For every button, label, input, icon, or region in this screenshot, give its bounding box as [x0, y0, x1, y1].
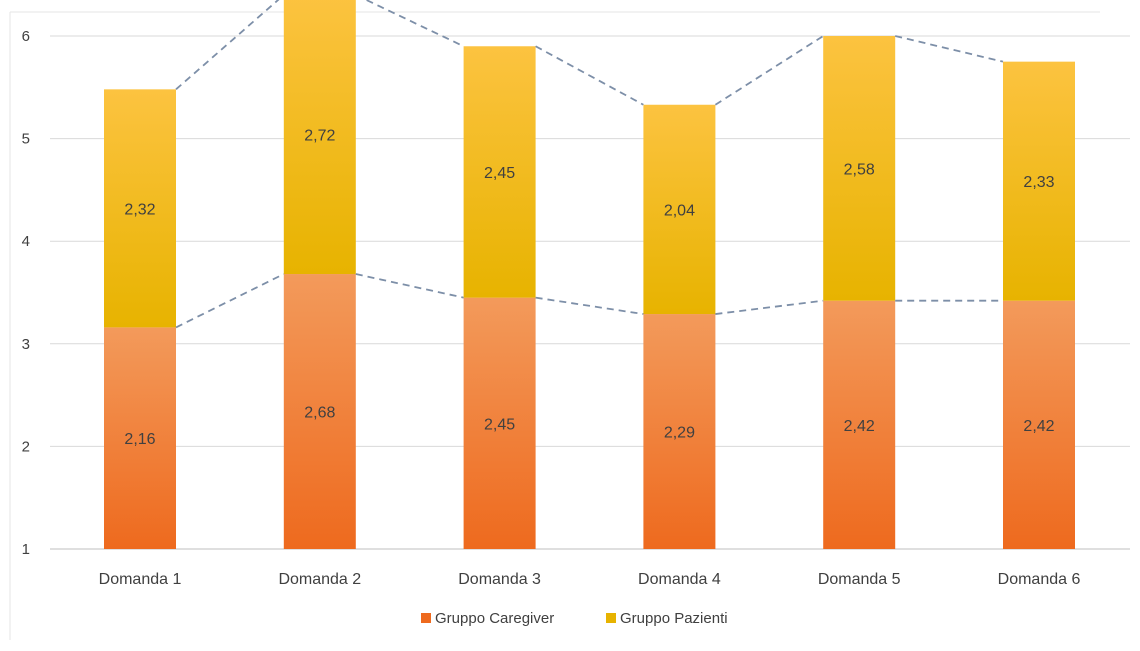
bar-gruppo-caregiver-4 — [643, 314, 716, 549]
data-label-gruppo-pazienti-6: 2,33 — [1023, 174, 1054, 191]
bar-gruppo-pazienti-3 — [463, 46, 536, 298]
series-line-gruppo-caregiver-2 — [355, 273, 464, 299]
y-tick-label: 5 — [22, 131, 30, 148]
bar-gruppo-caregiver-3 — [463, 297, 536, 549]
data-label-gruppo-caregiver-2: 2,68 — [304, 405, 335, 422]
y-tick-label: 3 — [22, 336, 30, 353]
series-line-gruppo-caregiver-3 — [535, 296, 644, 315]
series-lines — [175, 0, 1004, 329]
data-label-gruppo-pazienti-4: 2,04 — [664, 202, 695, 219]
y-tick-label: 2 — [22, 438, 30, 455]
legend-swatch-gruppo-pazienti — [606, 613, 616, 623]
series-line-gruppo-caregiver-1 — [175, 273, 285, 329]
x-tick-label-3: Domanda 3 — [458, 571, 541, 588]
series-line-gruppo-caregiver-4 — [715, 299, 824, 315]
data-label-gruppo-caregiver-6: 2,42 — [1023, 418, 1054, 435]
bar-gruppo-pazienti-4 — [643, 104, 716, 315]
legend-label-gruppo-caregiver: Gruppo Caregiver — [435, 610, 554, 627]
data-label-gruppo-pazienti-2: 2,72 — [304, 127, 335, 144]
data-label-gruppo-caregiver-3: 2,45 — [484, 416, 515, 433]
y-tick-label: 4 — [22, 233, 30, 250]
y-tick-label: 1 — [22, 541, 30, 558]
x-tick-label-1: Domanda 1 — [99, 571, 182, 588]
bar-gruppo-caregiver-5 — [823, 300, 896, 549]
y-axis-ticks: 1 2 3 4 5 6 — [22, 28, 30, 558]
bar-gruppo-pazienti-6 — [1003, 61, 1075, 301]
series-line-gruppo-pazienti-4 — [714, 35, 824, 106]
series-line-gruppo-pazienti-3 — [535, 45, 644, 106]
bar-gruppo-caregiver-6 — [1003, 300, 1075, 549]
x-tick-label-5: Domanda 5 — [818, 571, 901, 588]
series-line-gruppo-pazienti-2 — [364, 0, 464, 48]
legend-label-gruppo-pazienti: Gruppo Pazienti — [620, 610, 728, 627]
legend: Gruppo Caregiver Gruppo Pazienti — [421, 610, 728, 627]
x-tick-label-6: Domanda 6 — [998, 571, 1081, 588]
bar-gruppo-pazienti-2 — [283, 0, 356, 275]
y-tick-label: 6 — [22, 28, 30, 45]
series-line-gruppo-pazienti-5 — [894, 35, 1004, 63]
bar-gruppo-pazienti-5 — [823, 36, 896, 301]
bar-gruppo-pazienti-1 — [104, 89, 176, 328]
series-line-gruppo-pazienti-1 — [175, 0, 280, 91]
bars — [104, 0, 1075, 549]
data-label-gruppo-caregiver-1: 2,16 — [124, 431, 155, 448]
data-label-gruppo-pazienti-1: 2,32 — [124, 201, 155, 218]
gridlines — [50, 35, 1130, 550]
x-tick-label-2: Domanda 2 — [278, 571, 361, 588]
data-label-gruppo-pazienti-3: 2,45 — [484, 165, 515, 182]
data-label-gruppo-pazienti-5: 2,58 — [844, 161, 875, 178]
x-tick-label-4: Domanda 4 — [638, 571, 721, 588]
data-labels: 2,16 2,32 2,68 2,72 2,45 2,45 2,29 2,04 2,42 2,58… — [124, 127, 1054, 448]
bar-gruppo-caregiver-2 — [283, 274, 356, 549]
bar-gruppo-caregiver-1 — [104, 327, 176, 549]
data-label-gruppo-caregiver-5: 2,42 — [844, 418, 875, 435]
data-label-gruppo-caregiver-4: 2,29 — [664, 425, 695, 442]
x-axis-ticks: Domanda 1 Domanda 2 Domanda 3 Domanda 4 Doma… — [99, 571, 1081, 588]
legend-swatch-gruppo-caregiver — [421, 613, 431, 623]
